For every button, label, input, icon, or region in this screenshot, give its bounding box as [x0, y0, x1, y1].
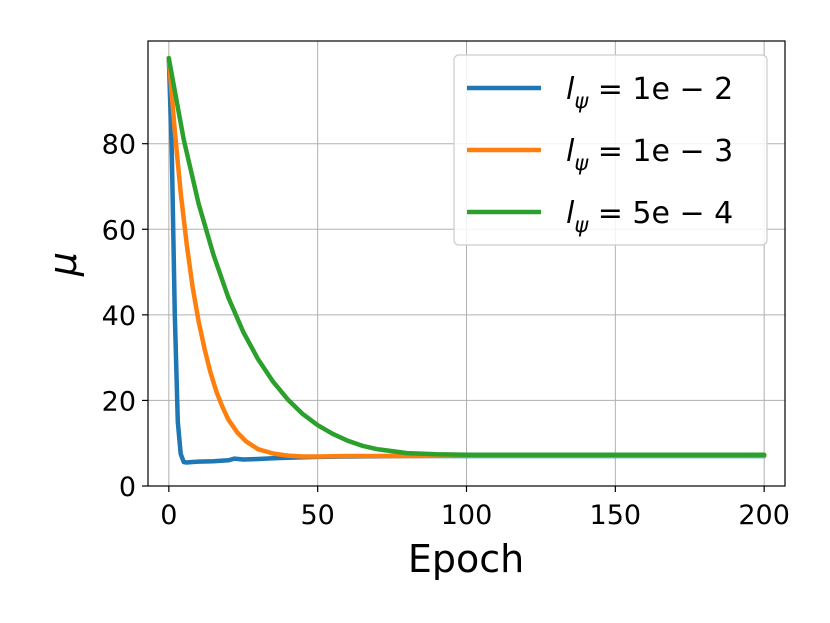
- y-tick-label: 20: [102, 386, 136, 417]
- series-line-2: [166, 55, 767, 459]
- x-tick-label: 0: [160, 500, 177, 531]
- x-tick-label: 100: [441, 500, 493, 531]
- x-tick-label: 200: [738, 500, 790, 531]
- y-tick-label: 60: [102, 215, 136, 246]
- y-tick-label: 0: [119, 472, 136, 503]
- y-axis-ticks: 0 20 40 60 80: [102, 130, 148, 503]
- legend-box: [453, 54, 768, 246]
- legend: lψ = 1e − 2 lψ = 1e − 3 lψ = 5e − 4: [453, 54, 768, 246]
- y-axis-label: μ: [41, 252, 85, 277]
- x-axis-ticks: 0 50 100 150 200: [160, 486, 790, 531]
- series-lines: [166, 55, 767, 465]
- x-axis-label: Epoch: [408, 537, 524, 581]
- y-tick-label: 80: [102, 130, 136, 161]
- x-tick-label: 150: [590, 500, 642, 531]
- legend-label-2: lψ = 1e − 3: [566, 134, 733, 175]
- legend-label-3: lψ = 5e − 4: [566, 196, 733, 237]
- legend-label-1: lψ = 1e − 2: [566, 72, 733, 113]
- series-line-3: [166, 55, 767, 458]
- x-tick-label: 50: [300, 500, 334, 531]
- y-tick-label: 40: [102, 301, 136, 332]
